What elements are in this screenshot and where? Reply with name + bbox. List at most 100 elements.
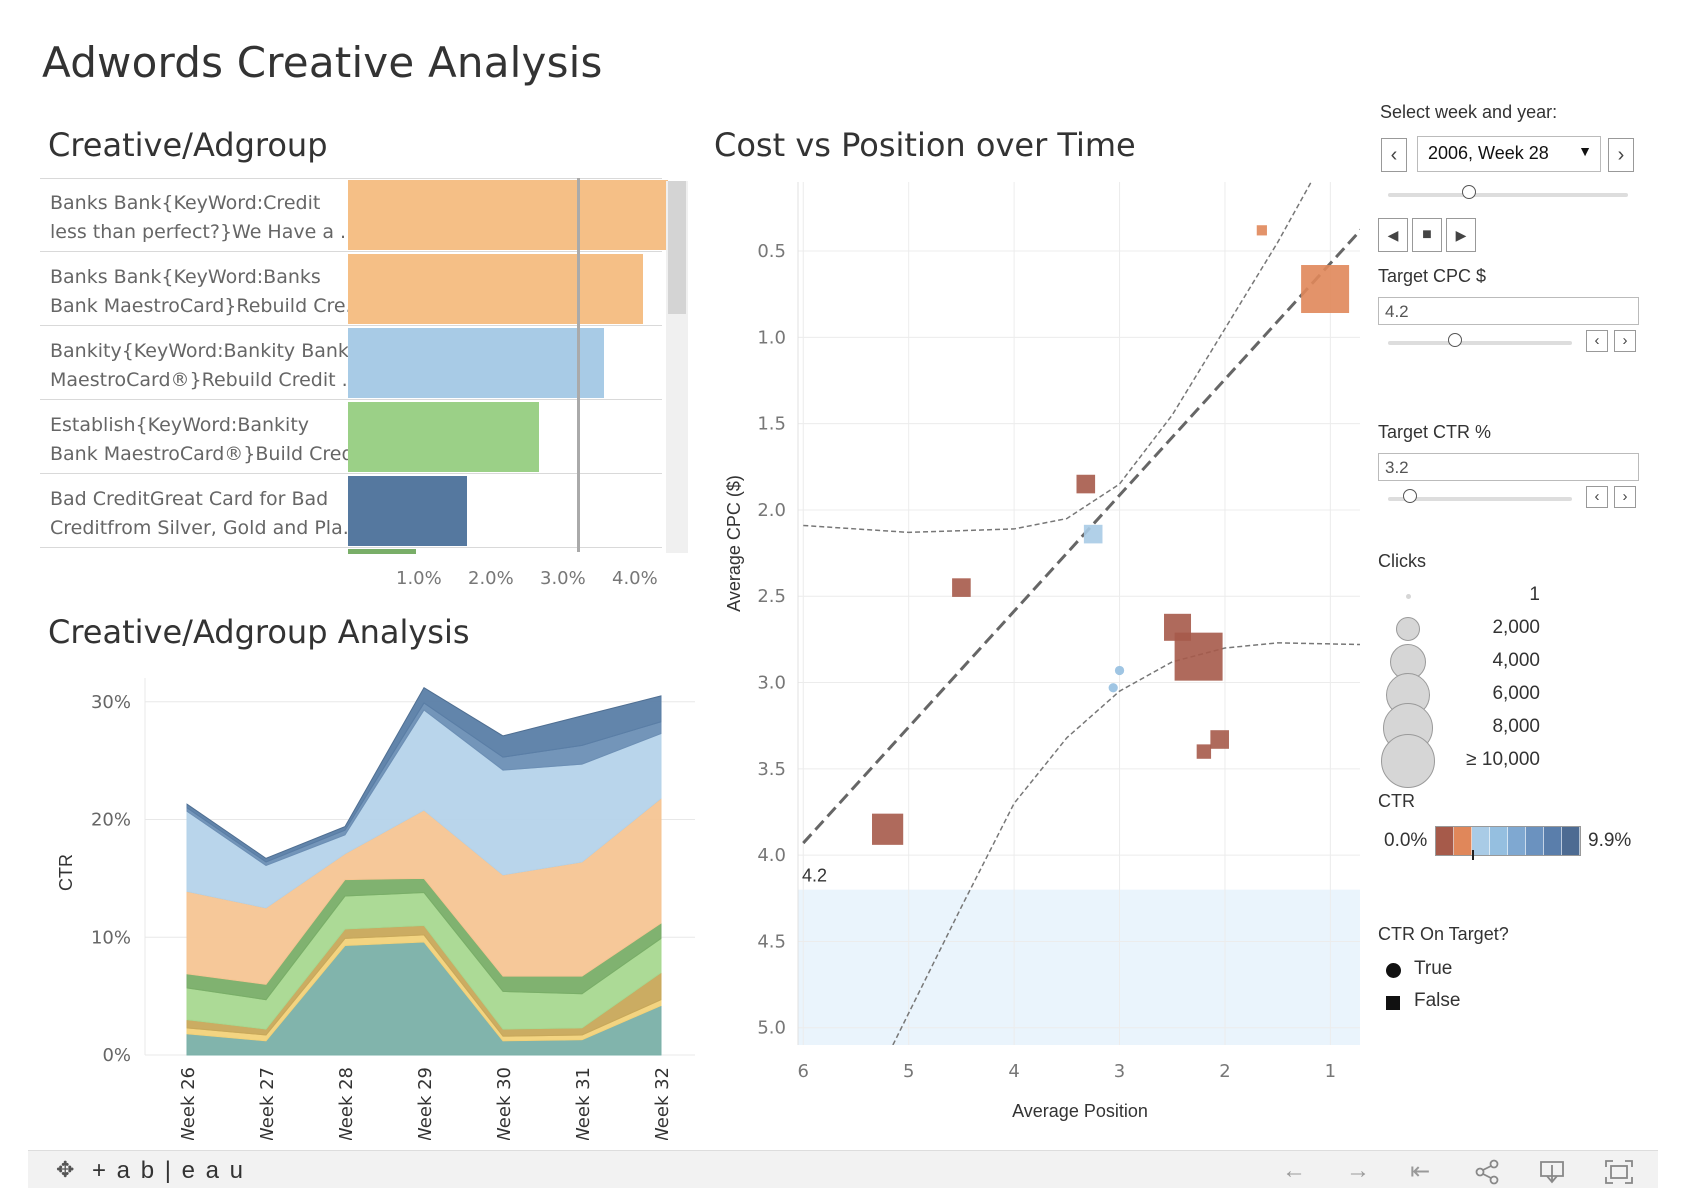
- bar-row-label: Bankity{KeyWord:Bankity Bank MaestroCard®…: [50, 337, 350, 395]
- area-x-tick: Week 27: [257, 1067, 278, 1140]
- ctr-target-false-label: False: [1414, 990, 1461, 1011]
- tableau-brand: + a b | e a u: [92, 1157, 245, 1184]
- stop-button[interactable]: ■: [1412, 218, 1442, 252]
- target-ctr-slider-knob[interactable]: [1403, 489, 1417, 503]
- area-y-tick: 20%: [91, 810, 131, 831]
- bar-label-line1: Banks Bank{KeyWord:Credit: [50, 192, 321, 214]
- area-x-tick: Week 30: [494, 1067, 515, 1140]
- share-icon[interactable]: [1474, 1159, 1500, 1185]
- bar-axis-tick: 3.0%: [540, 568, 586, 589]
- week-dropdown[interactable]: 2006, Week 28 ▼: [1417, 136, 1601, 172]
- target-ctr-decrement-button[interactable]: ‹: [1586, 486, 1608, 508]
- target-cpc-label: Target CPC $: [1378, 266, 1487, 286]
- week-prev-button[interactable]: ‹: [1381, 138, 1407, 172]
- bar-row-label: Establish{KeyWord:Bankity Bank MaestroCar…: [50, 411, 350, 469]
- target-ctr-increment-button[interactable]: ›: [1614, 486, 1636, 508]
- bar-chart: Banks Bank{KeyWord:Credit less than perfe…: [40, 178, 690, 598]
- clicks-legend-label: 4,000: [1492, 650, 1540, 671]
- scatter-point: [1174, 632, 1223, 681]
- revert-icon[interactable]: ⇤: [1410, 1158, 1431, 1185]
- bar-label-line2: MaestroCard®}Rebuild Credit ..: [50, 369, 350, 391]
- bar-axis-tick: 2.0%: [468, 568, 514, 589]
- area-y-tick: 0%: [102, 1045, 131, 1066]
- bar-row-label: Banks Bank{KeyWord:Banks Bank MaestroCard…: [50, 263, 350, 321]
- scatter-chart: 4.2 6 5 4 3 2 1 0.5 1.0 1.5 2.0 2.5 3.0 3.5 4.0 4.5 5.0 A…: [724, 182, 1360, 1121]
- target-cpc-increment-button[interactable]: ›: [1614, 330, 1636, 352]
- scatter-point: [952, 578, 971, 597]
- scatter-y-tick: 2.0: [757, 500, 786, 521]
- scatter-x-tick: 4: [1008, 1061, 1019, 1082]
- bar-scrollbar[interactable]: [666, 181, 688, 553]
- clicks-legend-label: ≥ 10,000: [1466, 749, 1540, 770]
- week-next-button[interactable]: ›: [1608, 138, 1634, 172]
- clicks-legend-label: 8,000: [1492, 716, 1540, 737]
- bar[interactable]: [348, 476, 467, 546]
- scatter-x-tick: 1: [1325, 1061, 1336, 1082]
- target-ctr-slider-track[interactable]: [1388, 497, 1572, 501]
- bar-chart-title: Creative/Adgroup: [48, 126, 328, 164]
- square-icon: [1386, 996, 1400, 1010]
- ctr-ramp-step: [1436, 827, 1454, 855]
- clicks-legend-circle: [1405, 593, 1411, 599]
- scatter-y-tick: 3.0: [757, 673, 786, 694]
- undo-icon[interactable]: ←: [1282, 1157, 1306, 1184]
- bar-label-line1: Banks Bank{KeyWord:Banks: [50, 266, 321, 288]
- area-x-tick: Week 26: [178, 1067, 199, 1140]
- scatter-y-tick: 2.5: [757, 586, 786, 607]
- target-cpc-band: [798, 889, 1360, 1045]
- bar[interactable]: [348, 180, 669, 250]
- chevron-down-icon: ▼: [1578, 143, 1592, 159]
- scatter-y-tick: 1.0: [757, 327, 786, 348]
- bar-axis-tick: 4.0%: [612, 568, 658, 589]
- week-dropdown-value: 2006, Week 28: [1428, 143, 1549, 163]
- ctr-ramp-step: [1526, 827, 1544, 855]
- bar-reference-line: [577, 178, 581, 552]
- tableau-logo-icon: ✥: [56, 1157, 75, 1182]
- fullscreen-icon[interactable]: [1604, 1159, 1634, 1185]
- clicks-legend-label: 6,000: [1492, 683, 1540, 704]
- target-ctr-input[interactable]: 3.2: [1378, 453, 1639, 481]
- bar-row[interactable]: Banks Bank{KeyWord:Banks Bank MaestroCard…: [40, 253, 662, 326]
- play-forward-button[interactable]: ▶: [1446, 218, 1476, 252]
- bar-row[interactable]: Bad CreditGreat Card for Bad Creditfrom S…: [40, 475, 662, 548]
- ctr-target-legend-title: CTR On Target?: [1378, 924, 1509, 944]
- ctr-target-true-label: True: [1414, 958, 1453, 979]
- bar-label-line2: Creditfrom Silver, Gold and Pla..: [50, 517, 350, 539]
- clicks-legend: 1 2,000 4,000 6,000 8,000 ≥ 10,000: [1370, 580, 1540, 788]
- bar-row-label: Banks Bank{KeyWord:Credit less than perfe…: [50, 189, 350, 247]
- target-cpc-decrement-button[interactable]: ‹: [1586, 330, 1608, 352]
- bar[interactable]: [348, 328, 604, 398]
- area-series-edge: [186, 686, 662, 859]
- target-cpc-input[interactable]: 4.2: [1378, 297, 1639, 325]
- download-icon[interactable]: [1538, 1159, 1566, 1185]
- bar-row[interactable]: Bankity{KeyWord:Bankity Bank MaestroCard®…: [40, 327, 662, 400]
- clicks-legend-label: 1: [1529, 584, 1540, 605]
- scatter-point: [1108, 683, 1118, 693]
- target-cpc-slider-knob[interactable]: [1448, 333, 1462, 347]
- bar[interactable]: [348, 254, 644, 324]
- ctr-target-marker: [1472, 850, 1474, 860]
- scatter-y-tick: 4.5: [757, 931, 786, 952]
- target-cpc-slider-track[interactable]: [1388, 341, 1572, 345]
- dashboard-title: Adwords Creative Analysis: [42, 38, 603, 87]
- bar-label-line2: Bank MaestroCard}Rebuild Cre..: [50, 295, 350, 317]
- area-y-tick: 30%: [91, 692, 131, 713]
- scatter-x-tick: 6: [798, 1061, 809, 1082]
- bar[interactable]: [348, 402, 539, 472]
- week-slider-knob[interactable]: [1462, 185, 1476, 199]
- play-backward-button[interactable]: ◀: [1378, 218, 1408, 252]
- scatter-x-tick: 3: [1114, 1061, 1125, 1082]
- bar-row[interactable]: Establish{KeyWord:Bankity Bank MaestroCar…: [40, 401, 662, 474]
- scatter-point: [1114, 665, 1125, 676]
- bar-partial: [348, 549, 417, 554]
- bar-label-line1: Bad CreditGreat Card for Bad: [50, 488, 329, 510]
- scatter-point: [1210, 730, 1229, 749]
- week-slider-track[interactable]: [1388, 193, 1628, 197]
- ctr-legend-max: 9.9%: [1588, 830, 1632, 851]
- redo-icon[interactable]: →: [1346, 1157, 1370, 1184]
- bar-scrollbar-thumb[interactable]: [668, 181, 686, 314]
- area-x-tick: Week 31: [573, 1067, 594, 1140]
- bar-row[interactable]: Banks Bank{KeyWord:Credit less than perfe…: [40, 179, 669, 252]
- scatter-x-tick: 5: [903, 1061, 914, 1082]
- ctr-legend-title: CTR: [1378, 791, 1415, 811]
